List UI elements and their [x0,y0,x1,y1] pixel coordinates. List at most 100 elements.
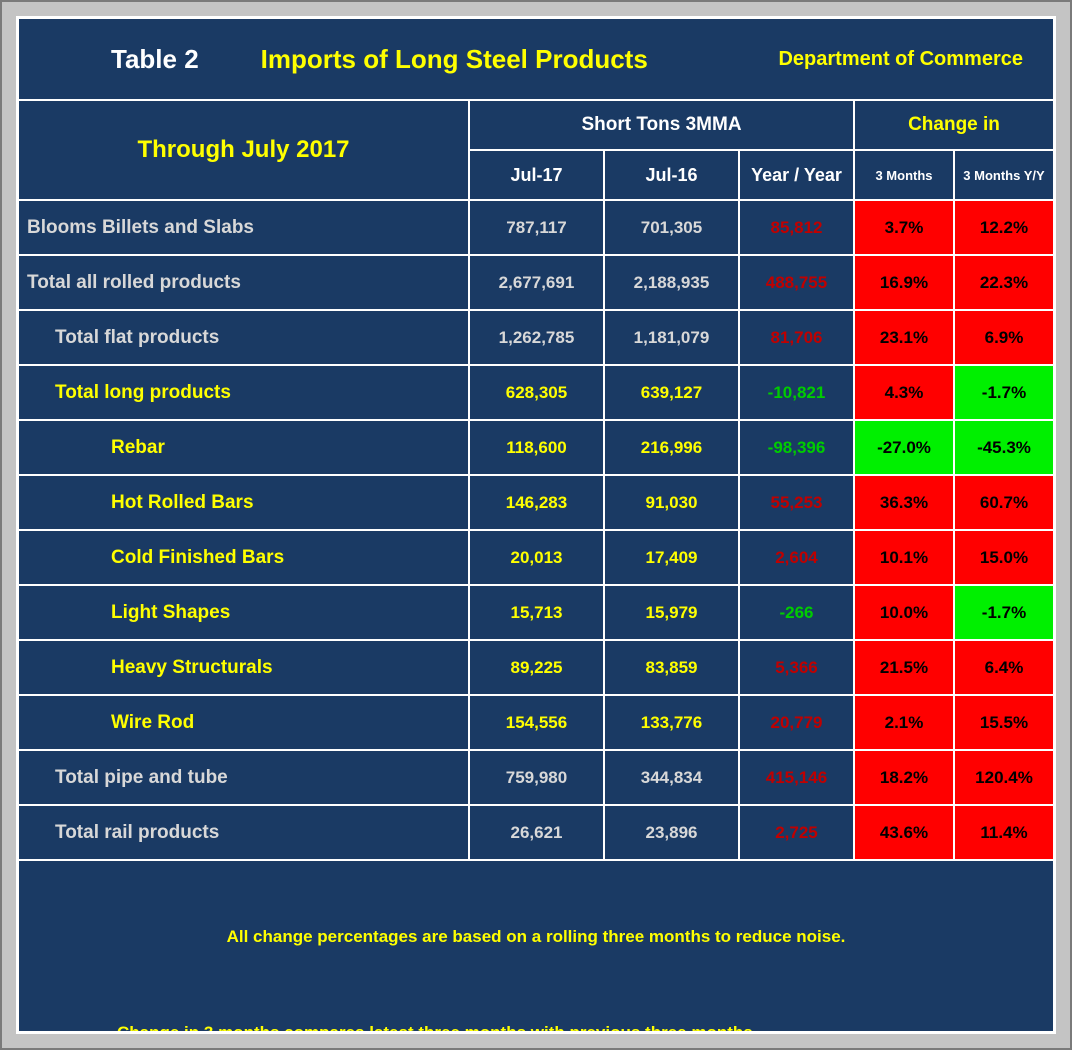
table-row: Total long products 628,305 639,127 -10,… [19,364,1053,421]
row-label: Total rail products [19,804,470,861]
cell-3-months-yy: 6.9% [953,309,1053,366]
row-label: Total flat products [19,309,470,366]
cell-3-months-yy: -45.3% [953,419,1053,476]
row-label: Rebar [19,419,470,476]
cell-3-months-yy: -1.7% [953,364,1053,421]
table-row: Heavy Structurals 89,225 83,859 5,366 21… [19,639,1053,696]
row-label: Hot Rolled Bars [19,474,470,531]
table-row: Total flat products 1,262,785 1,181,079 … [19,309,1053,366]
col-header-3-months-yy: 3 Months Y/Y [953,149,1053,201]
table-row: Rebar 118,600 216,996 -98,396 -27.0% -45… [19,419,1053,476]
row-label: Light Shapes [19,584,470,641]
cell-3-months-yy: 12.2% [953,199,1053,256]
page-title: Imports of Long Steel Products [260,43,648,74]
cell-3-months: 4.3% [853,364,955,421]
row-label: Total all rolled products [19,254,470,311]
cell-jul17: 89,225 [468,639,605,696]
group-header-short-tons: Short Tons 3MMA [468,99,855,151]
cell-3-months-yy: 15.0% [953,529,1053,586]
table-row: Light Shapes 15,713 15,979 -266 10.0% -1… [19,584,1053,641]
cell-3-months: 10.0% [853,584,955,641]
cell-year-year: 85,812 [738,199,855,256]
cell-year-year: -98,396 [738,419,855,476]
table-row: Total all rolled products 2,677,691 2,18… [19,254,1053,311]
cell-jul16: 15,979 [603,584,740,641]
cell-jul16: 23,896 [603,804,740,861]
table-row: Blooms Billets and Slabs 787,117 701,305… [19,199,1053,256]
cell-jul16: 639,127 [603,364,740,421]
cell-year-year: 488,755 [738,254,855,311]
cell-jul16: 83,859 [603,639,740,696]
cell-3-months-yy: 11.4% [953,804,1053,861]
cell-jul17: 118,600 [468,419,605,476]
cell-jul16: 216,996 [603,419,740,476]
cell-jul17: 20,013 [468,529,605,586]
cell-jul16: 701,305 [603,199,740,256]
report-frame: Table 2 Imports of Long Steel Products D… [16,16,1056,1034]
cell-3-months: -27.0% [853,419,955,476]
cell-jul17: 759,980 [468,749,605,806]
note-rolling-three-months: All change percentages are based on a ro… [226,927,846,946]
cell-year-year: 2,725 [738,804,855,861]
row-label: Wire Rod [19,694,470,751]
cell-jul16: 91,030 [603,474,740,531]
cell-3-months: 10.1% [853,529,955,586]
cell-3-months-yy: -1.7% [953,584,1053,641]
cell-3-months-yy: 15.5% [953,694,1053,751]
period-header: Through July 2017 [19,99,470,201]
row-label: Cold Finished Bars [19,529,470,586]
title-bar: Table 2 Imports of Long Steel Products D… [19,19,1053,99]
cell-jul17: 787,117 [468,199,605,256]
cell-year-year: 20,779 [738,694,855,751]
cell-3-months-yy: 120.4% [953,749,1053,806]
cell-3-months: 18.2% [853,749,955,806]
table-number-label: Table 2 [111,43,199,74]
col-header-3-months: 3 Months [853,149,955,201]
note-change-3-months: Change in 3 months compares latest three… [117,1023,753,1034]
row-label: Total long products [19,364,470,421]
cell-jul16: 17,409 [603,529,740,586]
cell-year-year: 2,604 [738,529,855,586]
header-columns-row: Jul-17 Jul-16 Year / Year 3 Months 3 Mon… [19,149,1053,201]
cell-year-year: -10,821 [738,364,855,421]
table-row: Hot Rolled Bars 146,283 91,030 55,253 36… [19,474,1053,531]
cell-year-year: 81,706 [738,309,855,366]
group-header-change-in: Change in [853,99,1053,151]
cell-3-months: 3.7% [853,199,955,256]
cell-jul16: 344,834 [603,749,740,806]
cell-jul16: 1,181,079 [603,309,740,366]
table-row: Total pipe and tube 759,980 344,834 415,… [19,749,1053,806]
header-group-row: Through July 2017 Short Tons 3MMA Change… [19,99,1053,201]
cell-3-months: 36.3% [853,474,955,531]
cell-year-year: 5,366 [738,639,855,696]
cell-jul17: 15,713 [468,584,605,641]
cell-3-months: 23.1% [853,309,955,366]
col-header-jul-16: Jul-16 [603,149,740,201]
col-header-jul-17: Jul-17 [469,149,605,201]
cell-year-year: -266 [738,584,855,641]
cell-3-months: 16.9% [853,254,955,311]
col-header-year-year: Year / Year [738,149,855,201]
table-row: Cold Finished Bars 20,013 17,409 2,604 1… [19,529,1053,586]
cell-year-year: 415,146 [738,749,855,806]
row-label: Heavy Structurals [19,639,470,696]
cell-jul17: 1,262,785 [468,309,605,366]
cell-3-months: 43.6% [853,804,955,861]
cell-jul17: 628,305 [468,364,605,421]
cell-jul16: 2,188,935 [603,254,740,311]
cell-jul16: 133,776 [603,694,740,751]
row-label: Blooms Billets and Slabs [19,199,470,256]
cell-3-months-yy: 22.3% [953,254,1053,311]
footnotes: All change percentages are based on a ro… [19,861,1053,1034]
cell-3-months-yy: 60.7% [953,474,1053,531]
row-label: Total pipe and tube [19,749,470,806]
cell-3-months: 2.1% [853,694,955,751]
cell-jul17: 26,621 [468,804,605,861]
cell-year-year: 55,253 [738,474,855,531]
cell-jul17: 154,556 [468,694,605,751]
cell-3-months: 21.5% [853,639,955,696]
table-row: Total rail products 26,621 23,896 2,725 … [19,804,1053,861]
cell-3-months-yy: 6.4% [953,639,1053,696]
cell-jul17: 2,677,691 [468,254,605,311]
